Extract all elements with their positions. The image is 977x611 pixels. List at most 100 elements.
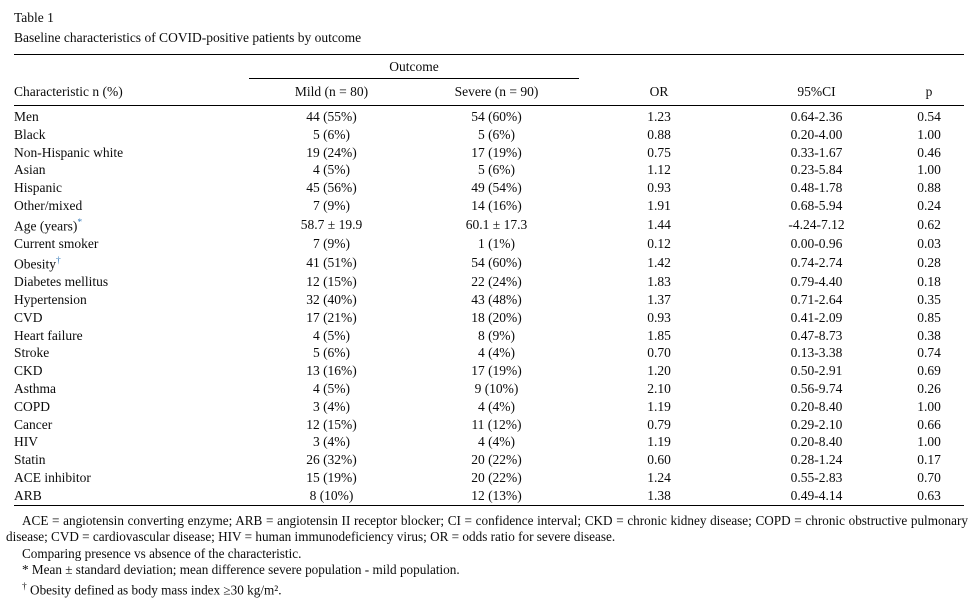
p-value: 0.46	[917, 144, 941, 160]
row-characteristic: Men	[14, 109, 39, 124]
mild-value: 58.7 ± 19.9	[300, 217, 363, 233]
severe-value: 5 (6%)	[477, 162, 516, 178]
or-value: 0.75	[647, 144, 671, 160]
asterisk-footnote-marker-icon[interactable]: *	[77, 217, 83, 228]
spanner-spacer-right	[579, 55, 964, 79]
outcome-spanner-row: Outcome	[14, 54, 964, 79]
or-value: 2.10	[647, 380, 671, 396]
table-caption: Baseline characteristics of COVID-positi…	[14, 30, 362, 45]
or-value: 1.19	[647, 434, 671, 450]
p-value: 0.88	[917, 180, 941, 196]
p-value: 0.18	[917, 274, 941, 290]
row-characteristic: Other/mixed	[14, 197, 83, 213]
mild-value: 4 (5%)	[312, 327, 351, 343]
ci-value: 0.55-2.83	[790, 469, 843, 485]
severe-value: 18 (20%)	[471, 309, 522, 325]
ci-value: 0.00-0.96	[790, 236, 843, 252]
footnote-dagger-marker: †	[22, 581, 27, 592]
p-value: 1.00	[917, 162, 941, 178]
ci-value: 0.33-1.67	[790, 144, 843, 160]
column-header-or: OR	[579, 78, 739, 106]
table-row: Other/mixed 7 (9%) 14 (16%) 1.91 0.68-5.94 0.…	[14, 197, 964, 215]
column-header-row: Characteristic n (%) Mild (n = 80) Sever…	[14, 78, 964, 106]
p-value: 0.63	[917, 487, 941, 503]
row-characteristic: Asthma	[14, 380, 56, 396]
mild-value: 3 (4%)	[312, 398, 351, 414]
p-value: 0.85	[917, 309, 941, 325]
table-row: Cancer 12 (15%) 11 (12%) 0.79 0.29-2.10 0.66	[14, 416, 964, 434]
severe-value: 54 (60%)	[471, 255, 522, 271]
p-value: 0.69	[917, 363, 941, 379]
severe-value: 20 (22%)	[471, 452, 522, 468]
table-row: Black 5 (6%) 5 (6%) 0.88 0.20-4.00 1.00	[14, 126, 964, 144]
p-value: 0.17	[917, 452, 941, 468]
p-value: 0.03	[917, 236, 941, 252]
ci-value: 0.71-2.64	[790, 291, 843, 307]
table-row: Current smoker 7 (9%) 1 (1%) 0.12 0.00-0.96 0…	[14, 235, 964, 253]
or-value: 1.38	[647, 487, 671, 503]
or-value: 1.85	[647, 327, 671, 343]
ci-value: 0.64-2.36	[790, 109, 843, 124]
row-characteristic: CVD	[14, 309, 43, 325]
or-value: 0.60	[647, 452, 671, 468]
row-characteristic: ARB	[14, 487, 42, 503]
mild-value: 8 (10%)	[309, 487, 354, 503]
table-row: Asian 4 (5%) 5 (6%) 1.12 0.23-5.84 1.00	[14, 161, 964, 179]
table-label: Table 1	[14, 10, 54, 25]
mild-value: 45 (56%)	[306, 180, 357, 196]
mild-value: 15 (19%)	[306, 469, 357, 485]
mild-value: 5 (6%)	[312, 126, 351, 142]
table-row: CKD 13 (16%) 17 (19%) 1.20 0.50-2.91 0.69	[14, 362, 964, 380]
dagger-footnote-marker-icon[interactable]: †	[56, 255, 61, 266]
or-value: 1.20	[647, 363, 671, 379]
p-value: 0.54	[917, 109, 941, 124]
row-characteristic: Heart failure	[14, 327, 83, 343]
mild-value: 4 (5%)	[312, 162, 351, 178]
footnote-comparison: Comparing presence vs absence of the cha…	[22, 545, 302, 561]
severe-value: 22 (24%)	[471, 274, 522, 290]
mild-value: 3 (4%)	[312, 434, 351, 450]
footnote-asterisk: * Mean ± standard deviation; mean differ…	[6, 562, 968, 579]
mild-value: 7 (9%)	[312, 197, 351, 213]
table-body: Men 44 (55%) 54 (60%) 1.23 0.64-2.36 0.54 Blac…	[14, 106, 964, 506]
severe-value: 12 (13%)	[471, 487, 522, 503]
table-row: Stroke 5 (6%) 4 (4%) 0.70 0.13-3.38 0.74	[14, 344, 964, 362]
severe-value: 49 (54%)	[471, 180, 522, 196]
mild-value: 13 (16%)	[306, 363, 357, 379]
severe-value: 20 (22%)	[471, 469, 522, 485]
ci-value: -4.24-7.12	[788, 217, 845, 233]
table-row: Statin 26 (32%) 20 (22%) 0.60 0.28-1.24 0.17	[14, 451, 964, 469]
ci-value: 0.56-9.74	[790, 380, 843, 396]
row-characteristic: Black	[14, 126, 46, 142]
ci-value: 0.23-5.84	[790, 162, 843, 178]
p-value: 0.26	[917, 380, 941, 396]
or-value: 0.70	[647, 345, 671, 361]
footnote-asterisk-marker: *	[22, 562, 29, 578]
or-value: 0.93	[647, 180, 671, 196]
mild-value: 41 (51%)	[306, 255, 357, 271]
or-value: 1.42	[647, 255, 671, 271]
row-characteristic: Hypertension	[14, 291, 87, 307]
p-value: 1.00	[917, 434, 941, 450]
table-row: Men 44 (55%) 54 (60%) 1.23 0.64-2.36 0.54	[14, 106, 964, 126]
table-row: ARB 8 (10%) 12 (13%) 1.38 0.49-4.14 0.63	[14, 487, 964, 505]
table-row: Asthma 4 (5%) 9 (10%) 2.10 0.56-9.74 0.26	[14, 380, 964, 398]
or-value: 0.12	[647, 236, 671, 252]
row-characteristic: Current smoker	[14, 236, 99, 252]
severe-value: 4 (4%)	[477, 434, 516, 450]
severe-value: 4 (4%)	[477, 398, 516, 414]
ci-value: 0.47-8.73	[790, 327, 843, 343]
ci-value: 0.74-2.74	[790, 255, 843, 271]
column-header-characteristic: Characteristic n (%)	[14, 78, 249, 106]
baseline-characteristics-table: Outcome Characteristic n (%) Mild (n = 8…	[14, 54, 964, 506]
severe-value: 54 (60%)	[471, 109, 522, 124]
row-characteristic: Age (years)*	[14, 217, 83, 234]
ci-value: 0.49-4.14	[790, 487, 843, 503]
column-header-ci: 95%CI	[739, 78, 894, 106]
or-value: 1.44	[647, 217, 671, 233]
footnote-asterisk-text: Mean ± standard deviation; mean differen…	[31, 562, 460, 578]
mild-value: 5 (6%)	[312, 345, 351, 361]
table-row: Hypertension 32 (40%) 43 (48%) 1.37 0.71-2.6…	[14, 291, 964, 309]
column-header-mild: Mild (n = 80)	[249, 78, 414, 106]
